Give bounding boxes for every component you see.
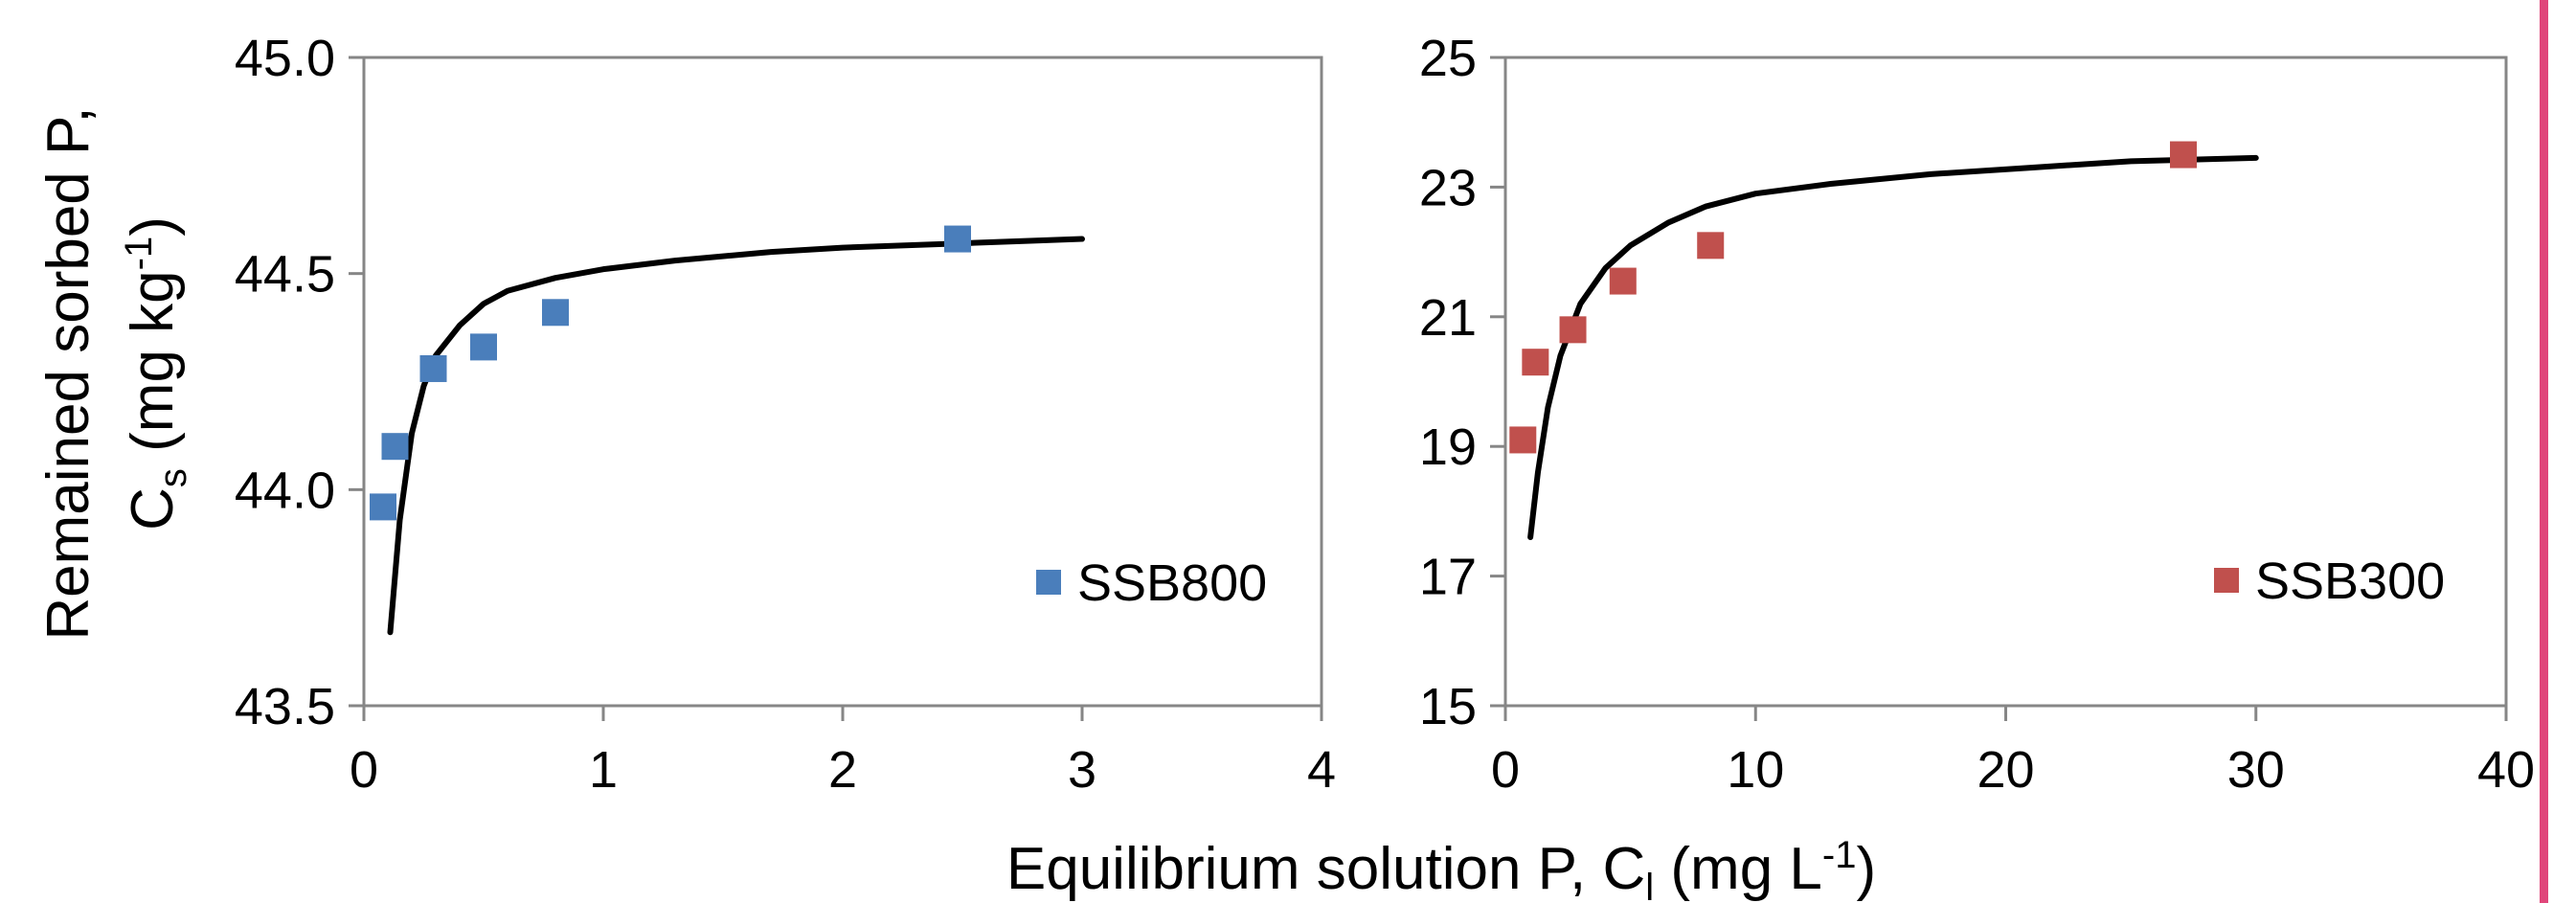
y-axis-title-line2: Cs (mg kg-1) <box>118 216 194 531</box>
y-tick-label: 23 <box>1419 159 1477 216</box>
data-point-ssb800 <box>370 493 396 521</box>
legend-label: SSB300 <box>2255 553 2445 610</box>
legend: SSB300 <box>2214 553 2445 610</box>
y-tick-label: 25 <box>1419 30 1477 87</box>
data-point-ssb800 <box>542 299 569 327</box>
x-axis-title: Equilibrium solution P, Cl (mg L-1) <box>1006 834 1876 903</box>
x-tick-label: 10 <box>1727 741 1784 799</box>
x-tick-label: 3 <box>1068 741 1096 799</box>
x-tick-label: 4 <box>1307 741 1336 799</box>
data-point-ssb800 <box>944 225 971 253</box>
y-tick-label: 17 <box>1419 549 1477 606</box>
accent-bar <box>2540 0 2548 903</box>
data-point-ssb300 <box>1559 316 1587 344</box>
x-tick-label: 30 <box>2227 741 2285 799</box>
y-tick-label: 43.5 <box>235 678 335 735</box>
fit-curve <box>387 236 1085 636</box>
y-tick-label: 19 <box>1419 418 1477 476</box>
legend-label: SSB800 <box>1077 554 1267 612</box>
legend-swatch <box>1036 570 1061 595</box>
legend: SSB800 <box>1036 554 1267 612</box>
x-tick-label: 2 <box>828 741 857 799</box>
data-point-ssb300 <box>1609 267 1637 295</box>
x-tick-label: 0 <box>1491 741 1520 799</box>
data-point-ssb300 <box>1522 349 1549 376</box>
y-tick-label: 45.0 <box>235 30 335 87</box>
data-point-ssb300 <box>1509 426 1537 454</box>
chart-panel-1: 0 1 2 3 4 43.5 44.0 44.5 45.0 SSB800 <box>235 30 1336 799</box>
fit-curve <box>1527 154 2259 540</box>
y-tick-label: 44.5 <box>235 246 335 304</box>
chart-panel-2: 0 10 20 30 40 15 17 19 21 23 25 SSB300 <box>1419 30 2535 799</box>
y-tick-label: 15 <box>1419 678 1477 735</box>
x-tick-label: 1 <box>589 741 618 799</box>
legend-swatch <box>2214 568 2239 593</box>
data-point-ssb800 <box>419 354 447 382</box>
x-tick-label: 20 <box>1977 741 2034 799</box>
y-axis-title-line1: Remained sorbed P, <box>35 106 102 640</box>
data-point-ssb300 <box>2169 141 2197 169</box>
data-point-ssb800 <box>470 333 497 361</box>
y-tick-label: 21 <box>1419 289 1477 347</box>
y-tick-label: 44.0 <box>235 462 335 519</box>
data-point-ssb300 <box>1697 232 1725 260</box>
x-tick-label: 0 <box>350 741 378 799</box>
x-tick-label: 40 <box>2477 741 2535 799</box>
data-point-ssb800 <box>381 433 409 461</box>
